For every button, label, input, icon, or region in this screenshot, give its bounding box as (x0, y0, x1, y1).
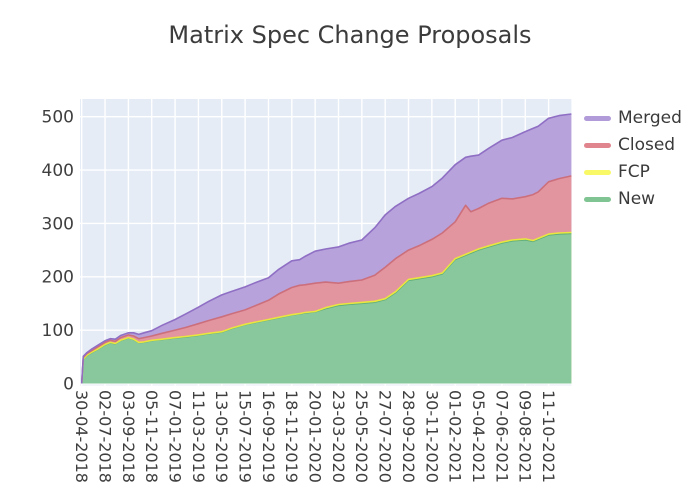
area-top-line-merged (80, 113, 572, 384)
x-tick-label: 11-10-2021 (539, 390, 558, 483)
x-tick-label: 05-04-2021 (469, 390, 488, 483)
x-tick-label: 02-07-2018 (95, 390, 114, 483)
x-tick-label: 03-09-2018 (119, 390, 138, 483)
legend-label: FCP (618, 162, 650, 182)
x-tick-label: 07-06-2021 (492, 390, 511, 483)
legend-label: Closed (618, 135, 676, 155)
x-tick-label: 23-03-2020 (329, 390, 348, 483)
x-tick-label: 01-02-2021 (446, 390, 465, 483)
chart-title: Matrix Spec Change Proposals (168, 21, 532, 49)
legend-swatch-icon (584, 197, 611, 202)
area-top-line-fcp (80, 231, 572, 384)
legend: Merged Closed FCP New (584, 105, 682, 213)
y-tick-label: 400 (42, 161, 74, 181)
x-tick-label: 30-11-2020 (422, 390, 441, 483)
x-tick-label: 05-11-2018 (142, 390, 161, 483)
legend-swatch-icon (584, 170, 611, 175)
y-tick-label: 100 (42, 321, 74, 341)
x-tick-label: 07-01-2019 (165, 390, 184, 483)
x-tick-label: 20-01-2020 (306, 390, 325, 483)
x-tick-label: 15-07-2019 (236, 390, 255, 483)
x-tick-label: 27-07-2020 (376, 390, 395, 483)
y-tick-label: 200 (42, 268, 74, 288)
legend-swatch-icon (584, 143, 611, 148)
legend-swatch-icon (584, 116, 611, 121)
legend-item-new[interactable]: New (584, 186, 682, 213)
y-tick-label: 0 (63, 374, 74, 394)
x-tick-label: 13-05-2019 (212, 390, 231, 483)
x-tick-label: 30-04-2018 (72, 390, 91, 483)
y-tick-label: 500 (42, 108, 74, 128)
area-top-line-closed (80, 175, 572, 384)
legend-label: New (618, 189, 656, 209)
x-tick-label: 11-03-2019 (189, 390, 208, 483)
x-tick-label: 18-11-2019 (282, 390, 301, 483)
legend-item-fcp[interactable]: FCP (584, 159, 682, 186)
legend-item-merged[interactable]: Merged (584, 105, 682, 132)
legend-item-closed[interactable]: Closed (584, 132, 682, 159)
x-tick-label: 28-09-2020 (399, 390, 418, 483)
x-tick-label: 25-05-2020 (352, 390, 371, 483)
y-tick-label: 300 (42, 214, 74, 234)
x-tick-label: 16-09-2019 (259, 390, 278, 483)
legend-label: Merged (618, 108, 682, 128)
x-tick-label: 09-08-2021 (516, 390, 535, 483)
